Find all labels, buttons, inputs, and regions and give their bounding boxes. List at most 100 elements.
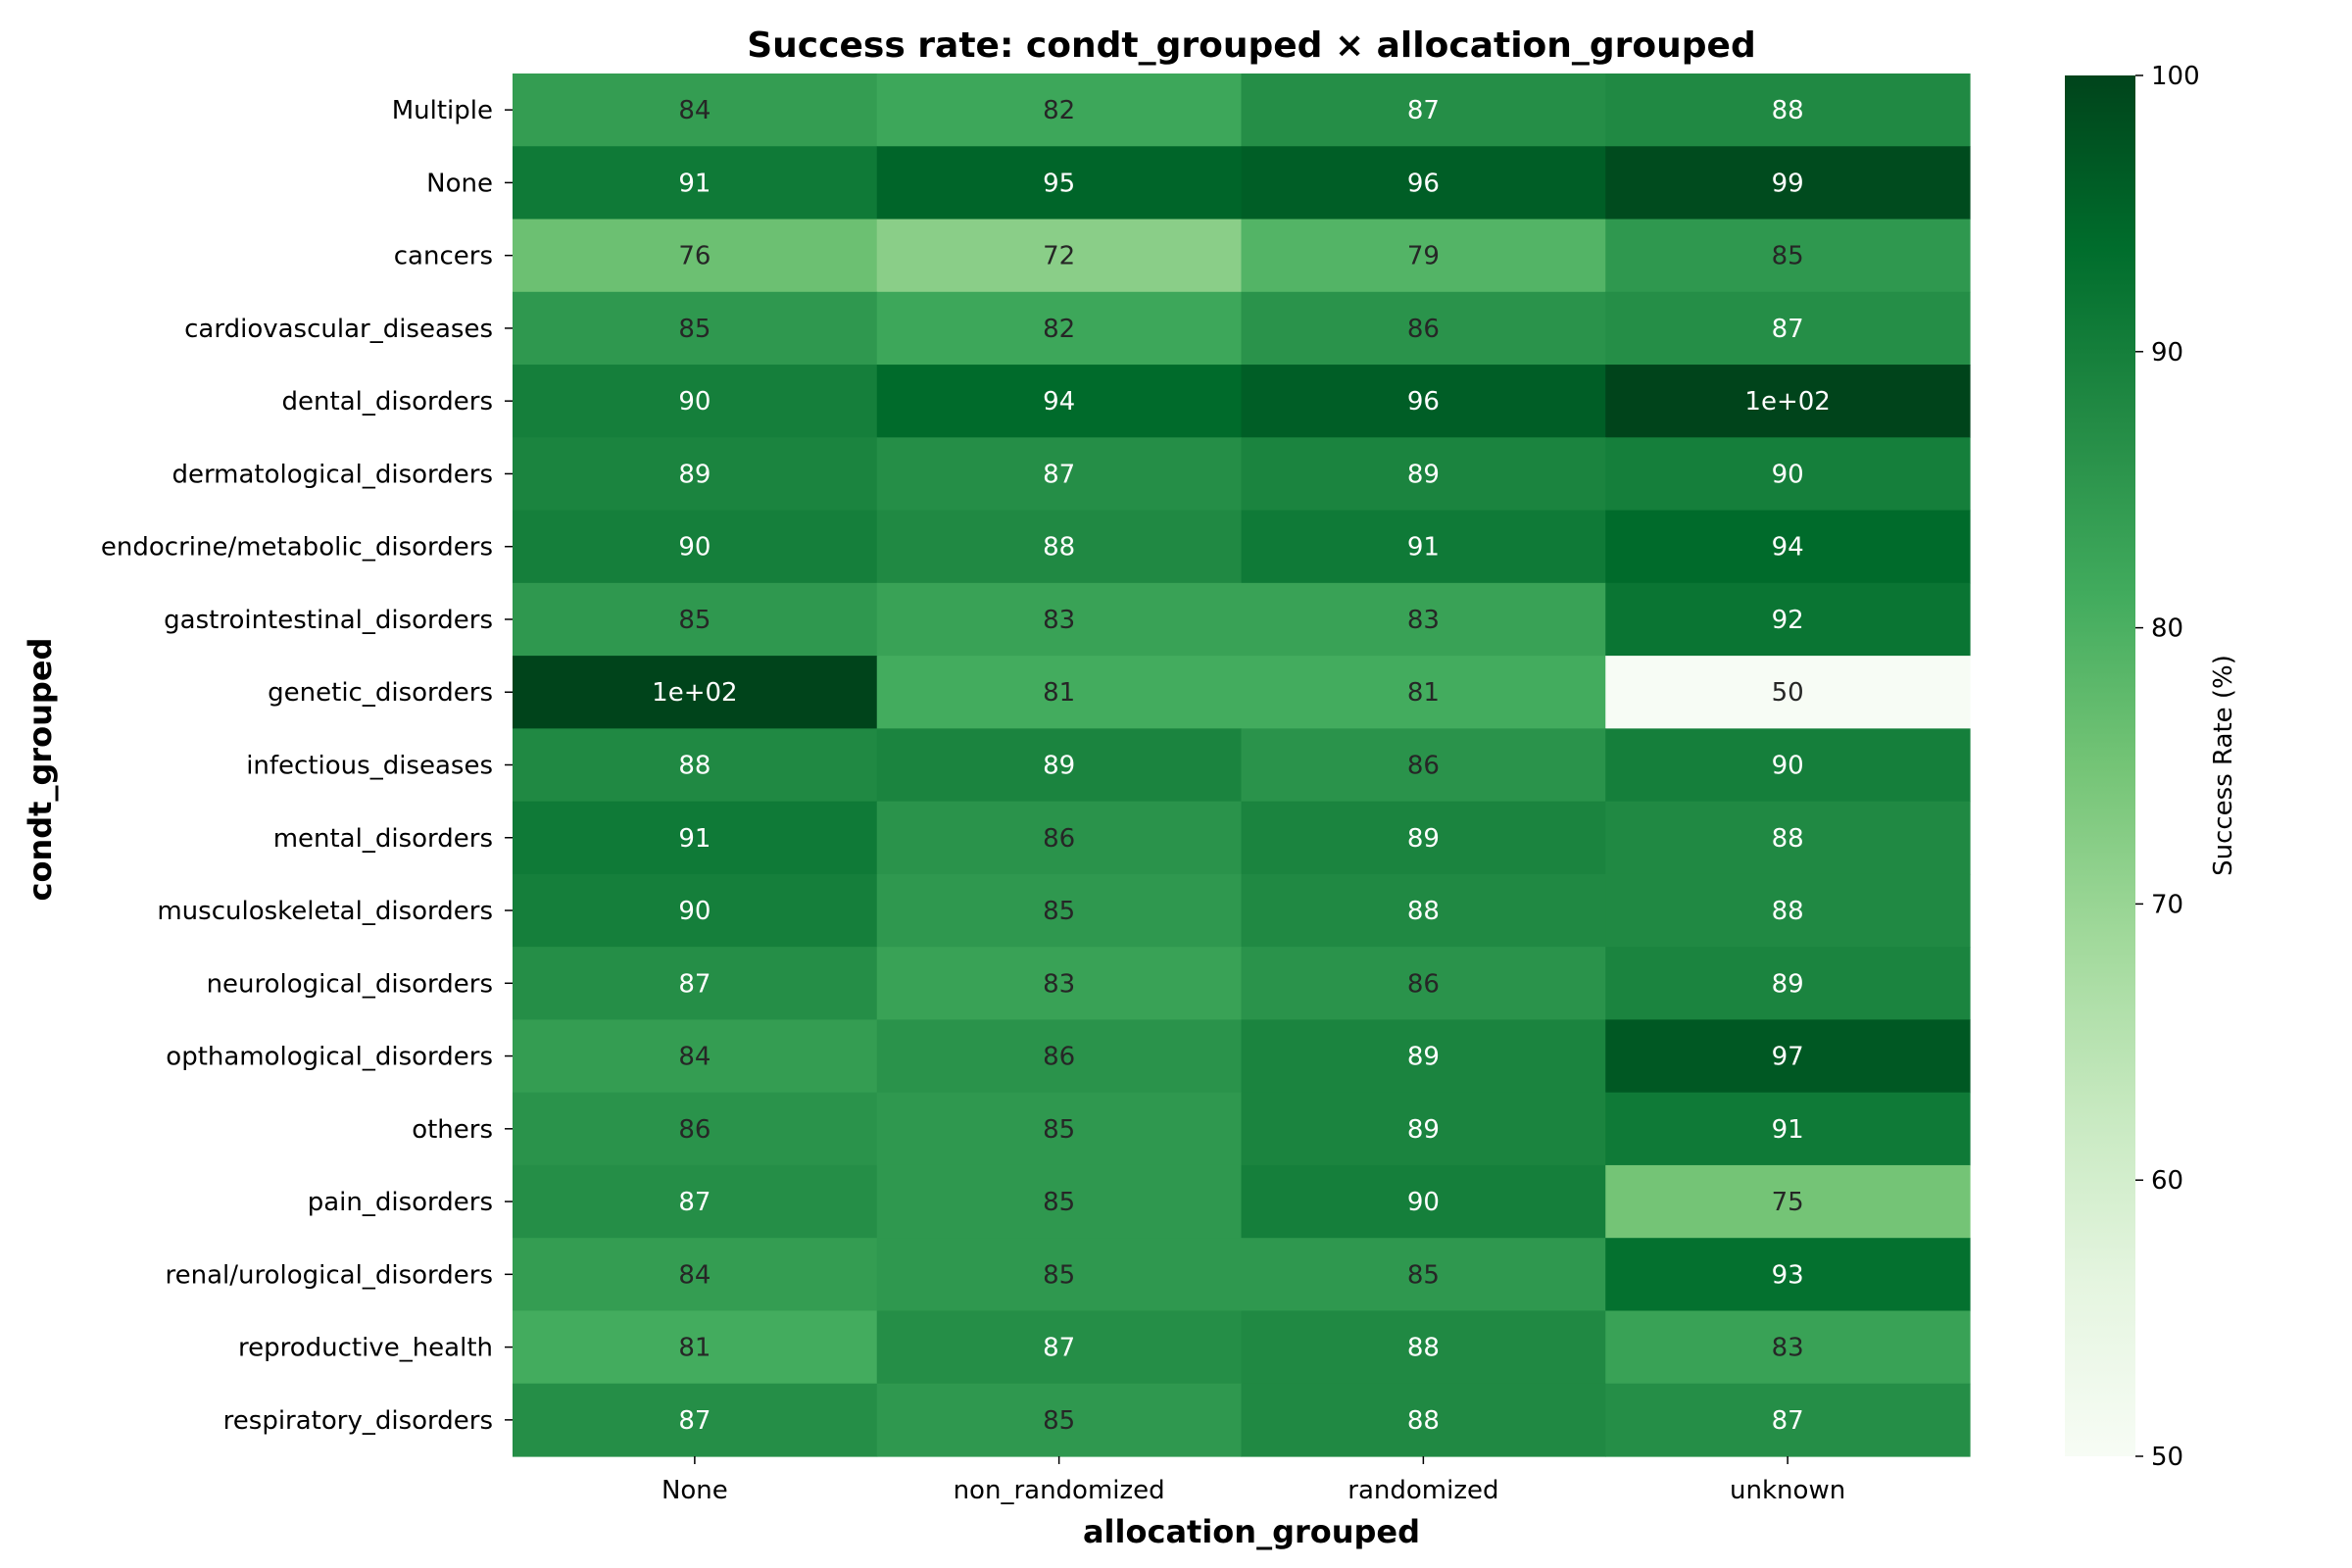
heatmap-cell (1605, 1164, 1971, 1239)
heatmap-cell (513, 365, 878, 438)
heatmap-cell (1241, 74, 1606, 147)
colorbar-tick-label: 80 (2151, 614, 2183, 644)
cell-value-label: 85 (1043, 1406, 1075, 1436)
cell-value-label: 1e+02 (1744, 387, 1830, 416)
heatmap-cell (513, 1310, 878, 1385)
cell-value-label: 50 (1772, 678, 1804, 708)
x-axis-label: allocation_grouped (1083, 1513, 1420, 1550)
heatmap-cell (1241, 582, 1606, 657)
cell-value-label: 88 (1407, 1334, 1440, 1363)
cell-value-label: 87 (678, 1406, 710, 1436)
cell-value-label: 87 (678, 969, 710, 999)
cell-value-label: 87 (1407, 96, 1440, 125)
heatmap-cell (513, 219, 878, 293)
heatmap-cell (1241, 437, 1606, 512)
cell-value-label: 96 (1407, 387, 1440, 416)
heatmap-cell (1241, 1019, 1606, 1094)
heatmap-cell (876, 1164, 1243, 1239)
cell-value-label: 84 (678, 96, 710, 125)
cell-value-label: 88 (1043, 533, 1075, 563)
cell-value-label: 76 (678, 242, 710, 271)
cell-value-label: 85 (678, 315, 710, 344)
heatmap-cell (1605, 365, 1971, 438)
cell-value-label: 86 (1043, 824, 1075, 854)
cell-value-label: 82 (1043, 315, 1075, 344)
cell-value-label: 85 (1772, 242, 1804, 271)
cell-value-label: 72 (1043, 242, 1075, 271)
y-tick-label: others (412, 1115, 493, 1145)
y-tick-label: genetic_disorders (268, 678, 493, 708)
y-tick-label: None (426, 169, 493, 198)
heatmap-cell (1241, 728, 1606, 803)
heatmap-cell (513, 146, 878, 220)
heatmap-cell (1241, 1310, 1606, 1385)
heatmap-cell (1605, 291, 1971, 366)
cell-value-label: 81 (1407, 678, 1440, 708)
cell-value-label: 1e+02 (652, 678, 737, 708)
cell-value-label: 89 (1043, 752, 1075, 781)
heatmap-cell (876, 728, 1243, 803)
heatmap-cell (513, 437, 878, 512)
cell-value-label: 89 (1772, 969, 1804, 999)
cell-value-label: 88 (1407, 1406, 1440, 1436)
heatmap-cell (513, 582, 878, 657)
y-tick-label: infectious_diseases (246, 752, 493, 781)
colorbar-gradient (2065, 75, 2135, 1456)
cell-value-label: 81 (678, 1334, 710, 1363)
y-tick-label: cardiovascular_diseases (184, 315, 493, 344)
heatmap-cell (1605, 510, 1971, 584)
heatmap-cell (513, 74, 878, 147)
cell-value-label: 97 (1772, 1043, 1804, 1072)
heatmap-cell (1241, 801, 1606, 875)
cell-value-label: 87 (1772, 1406, 1804, 1436)
heatmap-cells (513, 74, 1971, 1457)
y-tick-label: endocrine/metabolic_disorders (101, 533, 493, 563)
heatmap-cell (513, 873, 878, 948)
cell-value-label: 87 (1043, 1334, 1075, 1363)
heatmap-cell (513, 1383, 878, 1457)
y-axis-label: condt_grouped (22, 638, 59, 902)
x-tick-label: unknown (1730, 1476, 1845, 1505)
cell-value-label: 83 (1772, 1334, 1804, 1363)
cell-value-label: 89 (1407, 1043, 1440, 1072)
heatmap-cell (876, 219, 1243, 293)
heatmap-cell-labels: 84 82 87 88 91 95 96 99 76 72 79 85 85 82 86 87 90 94 96 1e… (652, 96, 1831, 1436)
heatmap-cell (1241, 1092, 1606, 1166)
heatmap-cell (876, 510, 1243, 584)
heatmap-cell (513, 1019, 878, 1094)
heatmap-cell (876, 656, 1243, 729)
heatmap-cell (876, 291, 1243, 366)
heatmap-cell (1241, 219, 1606, 293)
heatmap-cell (876, 1383, 1243, 1457)
colorbar-tick-label: 70 (2151, 890, 2183, 919)
chart-title: Success rate: condt_grouped × allocation… (747, 25, 1755, 66)
cell-value-label: 81 (1043, 678, 1075, 708)
cell-value-label: 87 (1772, 315, 1804, 344)
cell-value-label: 91 (1772, 1115, 1804, 1145)
heatmap-cell (1241, 1383, 1606, 1457)
cell-value-label: 89 (1407, 460, 1440, 489)
heatmap-cell (876, 437, 1243, 512)
y-tick-label: neurological_disorders (207, 969, 493, 999)
heatmap-cell (1605, 801, 1971, 875)
cell-value-label: 91 (678, 824, 710, 854)
heatmap-cell (1241, 1238, 1606, 1312)
x-tick-label: non_randomized (954, 1476, 1165, 1505)
cell-value-label: 99 (1772, 169, 1804, 198)
colorbar-tick-label: 60 (2151, 1166, 2183, 1196)
heatmap-cell (1241, 1164, 1606, 1239)
heatmap-cell (1605, 1019, 1971, 1094)
y-tick-label: opthamological_disorders (166, 1043, 493, 1072)
y-tick-label: musculoskeletal_disorders (157, 897, 493, 926)
cell-value-label: 90 (1772, 752, 1804, 781)
heatmap-cell (1605, 146, 1971, 220)
y-tick-label: pain_disorders (308, 1188, 493, 1217)
cell-value-label: 86 (1407, 752, 1440, 781)
colorbar-tick-label: 50 (2151, 1443, 2183, 1472)
heatmap-cell (1605, 656, 1971, 729)
cell-value-label: 95 (1043, 169, 1075, 198)
cell-value-label: 85 (1043, 897, 1075, 926)
y-tick-label: dental_disorders (282, 387, 493, 416)
heatmap-cell (1605, 219, 1971, 293)
heatmap-cell (876, 801, 1243, 875)
